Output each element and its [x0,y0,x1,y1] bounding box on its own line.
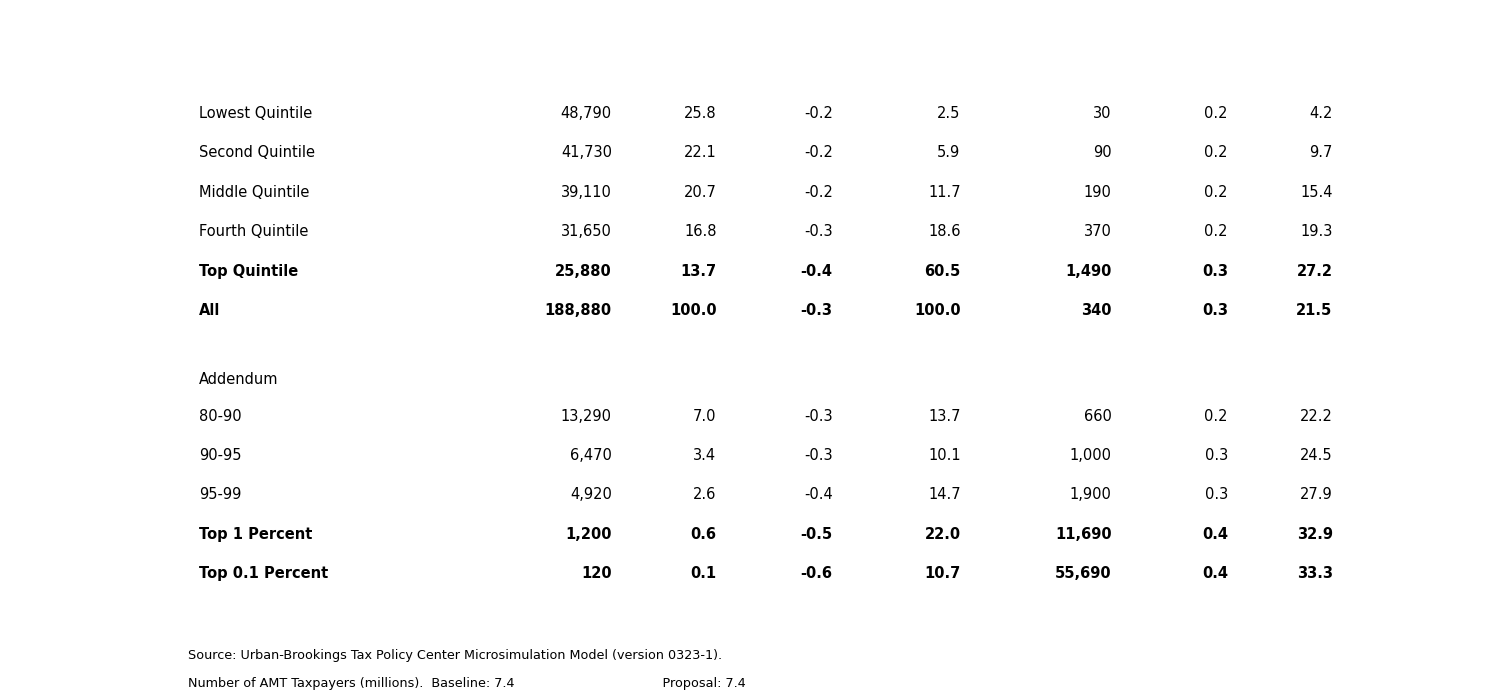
Text: Second Quintile: Second Quintile [200,146,315,160]
Text: 100.0: 100.0 [914,303,960,318]
Text: -0.3: -0.3 [804,224,832,239]
Text: 0.3: 0.3 [1202,303,1228,318]
Text: 19.3: 19.3 [1300,224,1332,239]
Text: 0.3: 0.3 [1202,263,1228,279]
Text: 11,690: 11,690 [1054,526,1112,542]
Text: Fourth Quintile: Fourth Quintile [200,224,309,239]
Text: Number of AMT Taxpayers (millions).  Baseline: 7.4                              : Number of AMT Taxpayers (millions). Base… [188,678,746,690]
Text: 6,470: 6,470 [570,448,612,463]
Text: 21.5: 21.5 [1296,303,1332,318]
Text: 190: 190 [1084,185,1112,200]
Text: 22.1: 22.1 [684,146,717,160]
Text: 0.3: 0.3 [1204,487,1228,502]
Text: 95-99: 95-99 [200,487,242,502]
Text: 14.7: 14.7 [928,487,960,502]
Text: 2.6: 2.6 [693,487,717,502]
Text: -0.3: -0.3 [804,448,832,463]
Text: 0.3: 0.3 [1204,448,1228,463]
Text: 22.0: 22.0 [924,526,960,542]
Text: 48,790: 48,790 [561,106,612,121]
Text: 0.4: 0.4 [1202,526,1228,542]
Text: 22.2: 22.2 [1299,409,1332,423]
Text: -0.2: -0.2 [804,146,832,160]
Text: 39,110: 39,110 [561,185,612,200]
Text: 3.4: 3.4 [693,448,717,463]
Text: -0.3: -0.3 [801,303,832,318]
Text: 660: 660 [1084,409,1112,423]
Text: 80-90: 80-90 [200,409,242,423]
Text: 11.7: 11.7 [928,185,960,200]
Text: 5.9: 5.9 [938,146,960,160]
Text: 10.7: 10.7 [924,566,960,581]
Text: 2.5: 2.5 [938,106,960,121]
Text: 16.8: 16.8 [684,224,717,239]
Text: All: All [200,303,220,318]
Text: -0.4: -0.4 [804,487,832,502]
Text: -0.2: -0.2 [804,185,832,200]
Text: 0.4: 0.4 [1202,566,1228,581]
Text: 0.2: 0.2 [1204,409,1228,423]
Text: 90: 90 [1094,146,1112,160]
Text: Top 0.1 Percent: Top 0.1 Percent [200,566,328,581]
Text: 9.7: 9.7 [1310,146,1332,160]
Text: 7.0: 7.0 [693,409,717,423]
Text: 25.8: 25.8 [684,106,717,121]
Text: -0.3: -0.3 [804,409,832,423]
Text: 0.2: 0.2 [1204,185,1228,200]
Text: Top Quintile: Top Quintile [200,263,298,279]
Text: 100.0: 100.0 [670,303,717,318]
Text: -0.5: -0.5 [801,526,832,542]
Text: 13.7: 13.7 [681,263,717,279]
Text: 0.2: 0.2 [1204,146,1228,160]
Text: -0.2: -0.2 [804,106,832,121]
Text: 15.4: 15.4 [1300,185,1332,200]
Text: Addendum: Addendum [200,372,279,387]
Text: Source: Urban-Brookings Tax Policy Center Microsimulation Model (version 0323-1): Source: Urban-Brookings Tax Policy Cente… [188,650,722,662]
Text: 24.5: 24.5 [1300,448,1332,463]
Text: 41,730: 41,730 [561,146,612,160]
Text: 4.2: 4.2 [1310,106,1332,121]
Text: 13,290: 13,290 [561,409,612,423]
Text: 30: 30 [1094,106,1112,121]
Text: 1,000: 1,000 [1070,448,1112,463]
Text: -0.6: -0.6 [801,566,832,581]
Text: 55,690: 55,690 [1054,566,1112,581]
Text: 120: 120 [580,566,612,581]
Text: 0.1: 0.1 [690,566,717,581]
Text: Lowest Quintile: Lowest Quintile [200,106,312,121]
Text: 13.7: 13.7 [928,409,960,423]
Text: 0.6: 0.6 [690,526,717,542]
Text: Middle Quintile: Middle Quintile [200,185,309,200]
Text: 188,880: 188,880 [544,303,612,318]
Text: 18.6: 18.6 [928,224,960,239]
Text: 4,920: 4,920 [570,487,612,502]
Text: 25,880: 25,880 [555,263,612,279]
Text: 32.9: 32.9 [1296,526,1332,542]
Text: 90-95: 90-95 [200,448,242,463]
Text: 340: 340 [1082,303,1112,318]
Text: 20.7: 20.7 [684,185,717,200]
Text: 27.9: 27.9 [1300,487,1332,502]
Text: 27.2: 27.2 [1296,263,1332,279]
Text: 370: 370 [1084,224,1112,239]
Text: 0.2: 0.2 [1204,106,1228,121]
Text: -0.4: -0.4 [801,263,832,279]
Text: 60.5: 60.5 [924,263,960,279]
Text: 31,650: 31,650 [561,224,612,239]
Text: Top 1 Percent: Top 1 Percent [200,526,312,542]
Text: 1,200: 1,200 [566,526,612,542]
Text: 33.3: 33.3 [1296,566,1332,581]
Text: 0.2: 0.2 [1204,224,1228,239]
Text: 1,490: 1,490 [1065,263,1112,279]
Text: 1,900: 1,900 [1070,487,1112,502]
Text: 10.1: 10.1 [928,448,960,463]
